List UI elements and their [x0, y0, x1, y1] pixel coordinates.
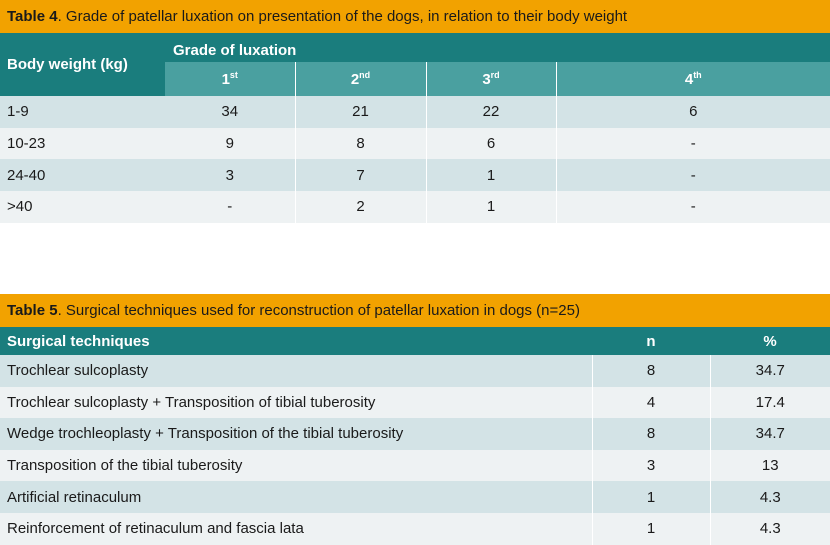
header-percent: % — [710, 327, 830, 355]
value-cell: - — [555, 159, 830, 192]
n-cell: 8 — [591, 355, 710, 387]
table-row: 24-40 3 7 1 - — [0, 159, 830, 192]
table5-caption-label: Table 5 — [7, 302, 58, 319]
value-cell: - — [227, 198, 233, 216]
technique-cell: Trochlear sulcoplasty + Transposition of… — [7, 393, 376, 411]
header-body-weight: Body weight (kg) — [0, 33, 165, 96]
value-cell: 1 — [425, 159, 556, 192]
n-cell: 3 — [591, 449, 710, 482]
table-row: Trochlear sulcoplasty 8 34.7 — [0, 355, 830, 387]
value-cell: 8 — [294, 127, 426, 160]
n-cell: 1 — [591, 481, 710, 513]
technique-cell: Wedge trochleoplasty + Transposition of … — [7, 425, 404, 443]
technique-cell: Transposition of the tibial tuberosity — [7, 457, 243, 475]
value-cell: 3 — [225, 166, 234, 184]
table5-caption: Table 5. Surgical techniques used for re… — [0, 294, 830, 327]
table-row: Artificial retinaculum 1 4.3 — [0, 481, 830, 513]
n-cell: 4 — [591, 386, 710, 419]
header-grade-2: 2nd — [294, 62, 426, 96]
value-cell: - — [555, 191, 830, 223]
table-row: >40 - 2 1 - — [0, 191, 830, 223]
n-cell: 8 — [591, 418, 710, 450]
header-grade-of-luxation: Grade of luxation — [165, 33, 830, 62]
technique-cell: Artificial retinaculum — [7, 488, 142, 506]
percent-cell: 34.7 — [709, 418, 830, 450]
value-cell: 21 — [294, 96, 426, 128]
value-cell: 34 — [221, 103, 239, 121]
percent-cell: 34.7 — [709, 355, 830, 387]
table4: Body weight (kg) Grade of luxation 1st 2… — [0, 33, 830, 223]
technique-cell: Reinforcement of retinaculum and fascia … — [7, 520, 304, 538]
table-row: Trochlear sulcoplasty + Transposition of… — [0, 386, 830, 419]
table-row: 10-23 9 8 6 - — [0, 127, 830, 160]
value-cell: 22 — [425, 96, 556, 128]
weight-cell: >40 — [7, 198, 33, 216]
table4-caption-label: Table 4 — [7, 8, 58, 25]
header-grade-1: 1st — [165, 62, 295, 96]
table-row: Wedge trochleoplasty + Transposition of … — [0, 418, 830, 450]
weight-cell: 10-23 — [7, 135, 46, 153]
table-row: 1-9 34 21 22 6 — [0, 96, 830, 128]
table-row: Reinforcement of retinaculum and fascia … — [0, 512, 830, 545]
value-cell: 1 — [425, 191, 556, 223]
n-cell: 1 — [591, 512, 710, 545]
percent-cell: 4.3 — [709, 512, 830, 545]
percent-cell: 4.3 — [709, 481, 830, 513]
percent-cell: 13 — [709, 449, 830, 482]
header-grade-3: 3rd — [425, 62, 556, 96]
weight-cell: 1-9 — [7, 103, 29, 121]
value-cell: - — [555, 127, 830, 160]
value-cell: 2 — [294, 191, 426, 223]
value-cell: 9 — [225, 135, 234, 153]
table4-caption-text: . Grade of patellar luxation on presenta… — [57, 8, 628, 25]
header-grade-4: 4th — [555, 62, 830, 96]
value-cell: 6 — [555, 96, 830, 128]
value-cell: 6 — [425, 127, 556, 160]
table4-caption: Table 4. Grade of patellar luxation on p… — [0, 0, 830, 33]
value-cell: 7 — [294, 159, 426, 192]
header-n: n — [592, 327, 710, 355]
table-row: Transposition of the tibial tuberosity 3… — [0, 449, 830, 482]
percent-cell: 17.4 — [709, 386, 830, 419]
weight-cell: 24-40 — [7, 166, 46, 184]
table5-caption-text: . Surgical techniques used for reconstru… — [57, 302, 580, 319]
table5: Surgical techniques n % Trochlear sulcop… — [0, 327, 830, 545]
technique-cell: Trochlear sulcoplasty — [7, 362, 149, 380]
header-surgical-techniques: Surgical techniques — [0, 327, 592, 355]
